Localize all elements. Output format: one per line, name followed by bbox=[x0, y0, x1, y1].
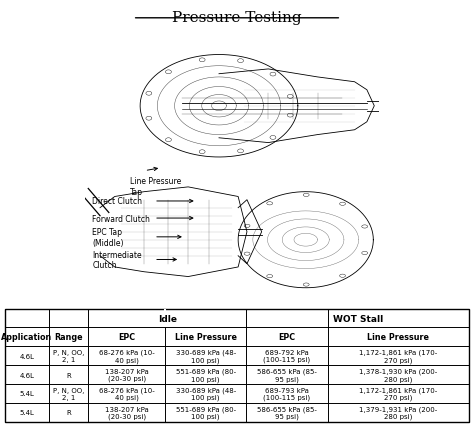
Text: Forward Clutch: Forward Clutch bbox=[92, 214, 150, 223]
Text: 1,379-1,931 kPa (200-
280 psi): 1,379-1,931 kPa (200- 280 psi) bbox=[359, 406, 438, 419]
Bar bbox=[5, 309, 469, 422]
Text: Line Pressure
Tap: Line Pressure Tap bbox=[130, 177, 182, 196]
Text: EPC Tap
(Middle): EPC Tap (Middle) bbox=[92, 227, 124, 247]
Text: Range: Range bbox=[55, 333, 83, 342]
Text: 138-207 kPa
(20-30 psi): 138-207 kPa (20-30 psi) bbox=[105, 406, 148, 419]
Text: Application: Application bbox=[1, 333, 53, 342]
Text: 5.4L: 5.4L bbox=[19, 391, 34, 397]
Text: 330-689 kPa (48-
100 psi): 330-689 kPa (48- 100 psi) bbox=[175, 386, 236, 400]
Text: R: R bbox=[66, 372, 71, 378]
Text: 5.4L: 5.4L bbox=[19, 409, 34, 415]
Text: 551-689 kPa (80-
100 psi): 551-689 kPa (80- 100 psi) bbox=[175, 368, 236, 382]
Text: 689-792 kPa
(100-115 psi): 689-792 kPa (100-115 psi) bbox=[264, 349, 310, 363]
Text: EPC: EPC bbox=[278, 333, 295, 342]
Text: Pressure Testing: Pressure Testing bbox=[172, 11, 302, 25]
Text: 586-655 kPa (85-
95 psi): 586-655 kPa (85- 95 psi) bbox=[257, 406, 317, 419]
Text: 586-655 kPa (85-
95 psi): 586-655 kPa (85- 95 psi) bbox=[257, 368, 317, 382]
Text: R: R bbox=[66, 409, 71, 415]
Bar bbox=[164, 309, 166, 327]
Text: 4.6L: 4.6L bbox=[19, 353, 34, 359]
Text: 68-276 kPa (10-
40 psi): 68-276 kPa (10- 40 psi) bbox=[99, 349, 155, 363]
Text: Line Pressure: Line Pressure bbox=[174, 333, 237, 342]
Text: P, N, OO,
2, 1: P, N, OO, 2, 1 bbox=[53, 387, 84, 400]
Text: WOT Stall: WOT Stall bbox=[333, 314, 383, 323]
Text: P, N, OO,
2, 1: P, N, OO, 2, 1 bbox=[53, 349, 84, 363]
Text: 1,378-1,930 kPa (200-
280 psi): 1,378-1,930 kPa (200- 280 psi) bbox=[359, 368, 438, 382]
Text: Idle: Idle bbox=[158, 314, 177, 323]
Text: Direct Clutch: Direct Clutch bbox=[92, 197, 142, 206]
Text: 138-207 kPa
(20-30 psi): 138-207 kPa (20-30 psi) bbox=[105, 368, 148, 381]
Text: 4.6L: 4.6L bbox=[19, 372, 34, 378]
Text: Line Pressure: Line Pressure bbox=[367, 333, 429, 342]
Text: 330-689 kPa (48-
100 psi): 330-689 kPa (48- 100 psi) bbox=[175, 349, 236, 363]
Text: 1,172-1,861 kPa (170-
270 psi): 1,172-1,861 kPa (170- 270 psi) bbox=[359, 349, 438, 363]
Text: EPC: EPC bbox=[118, 333, 135, 342]
Text: Intermediate
Clutch: Intermediate Clutch bbox=[92, 250, 142, 270]
Text: 689-793 kPa
(100-115 psi): 689-793 kPa (100-115 psi) bbox=[264, 387, 310, 400]
Text: 1,172-1,861 kPa (170-
270 psi): 1,172-1,861 kPa (170- 270 psi) bbox=[359, 386, 438, 400]
Text: 551-689 kPa (80-
100 psi): 551-689 kPa (80- 100 psi) bbox=[175, 406, 236, 419]
Text: 68-276 kPa (10-
40 psi): 68-276 kPa (10- 40 psi) bbox=[99, 386, 155, 400]
